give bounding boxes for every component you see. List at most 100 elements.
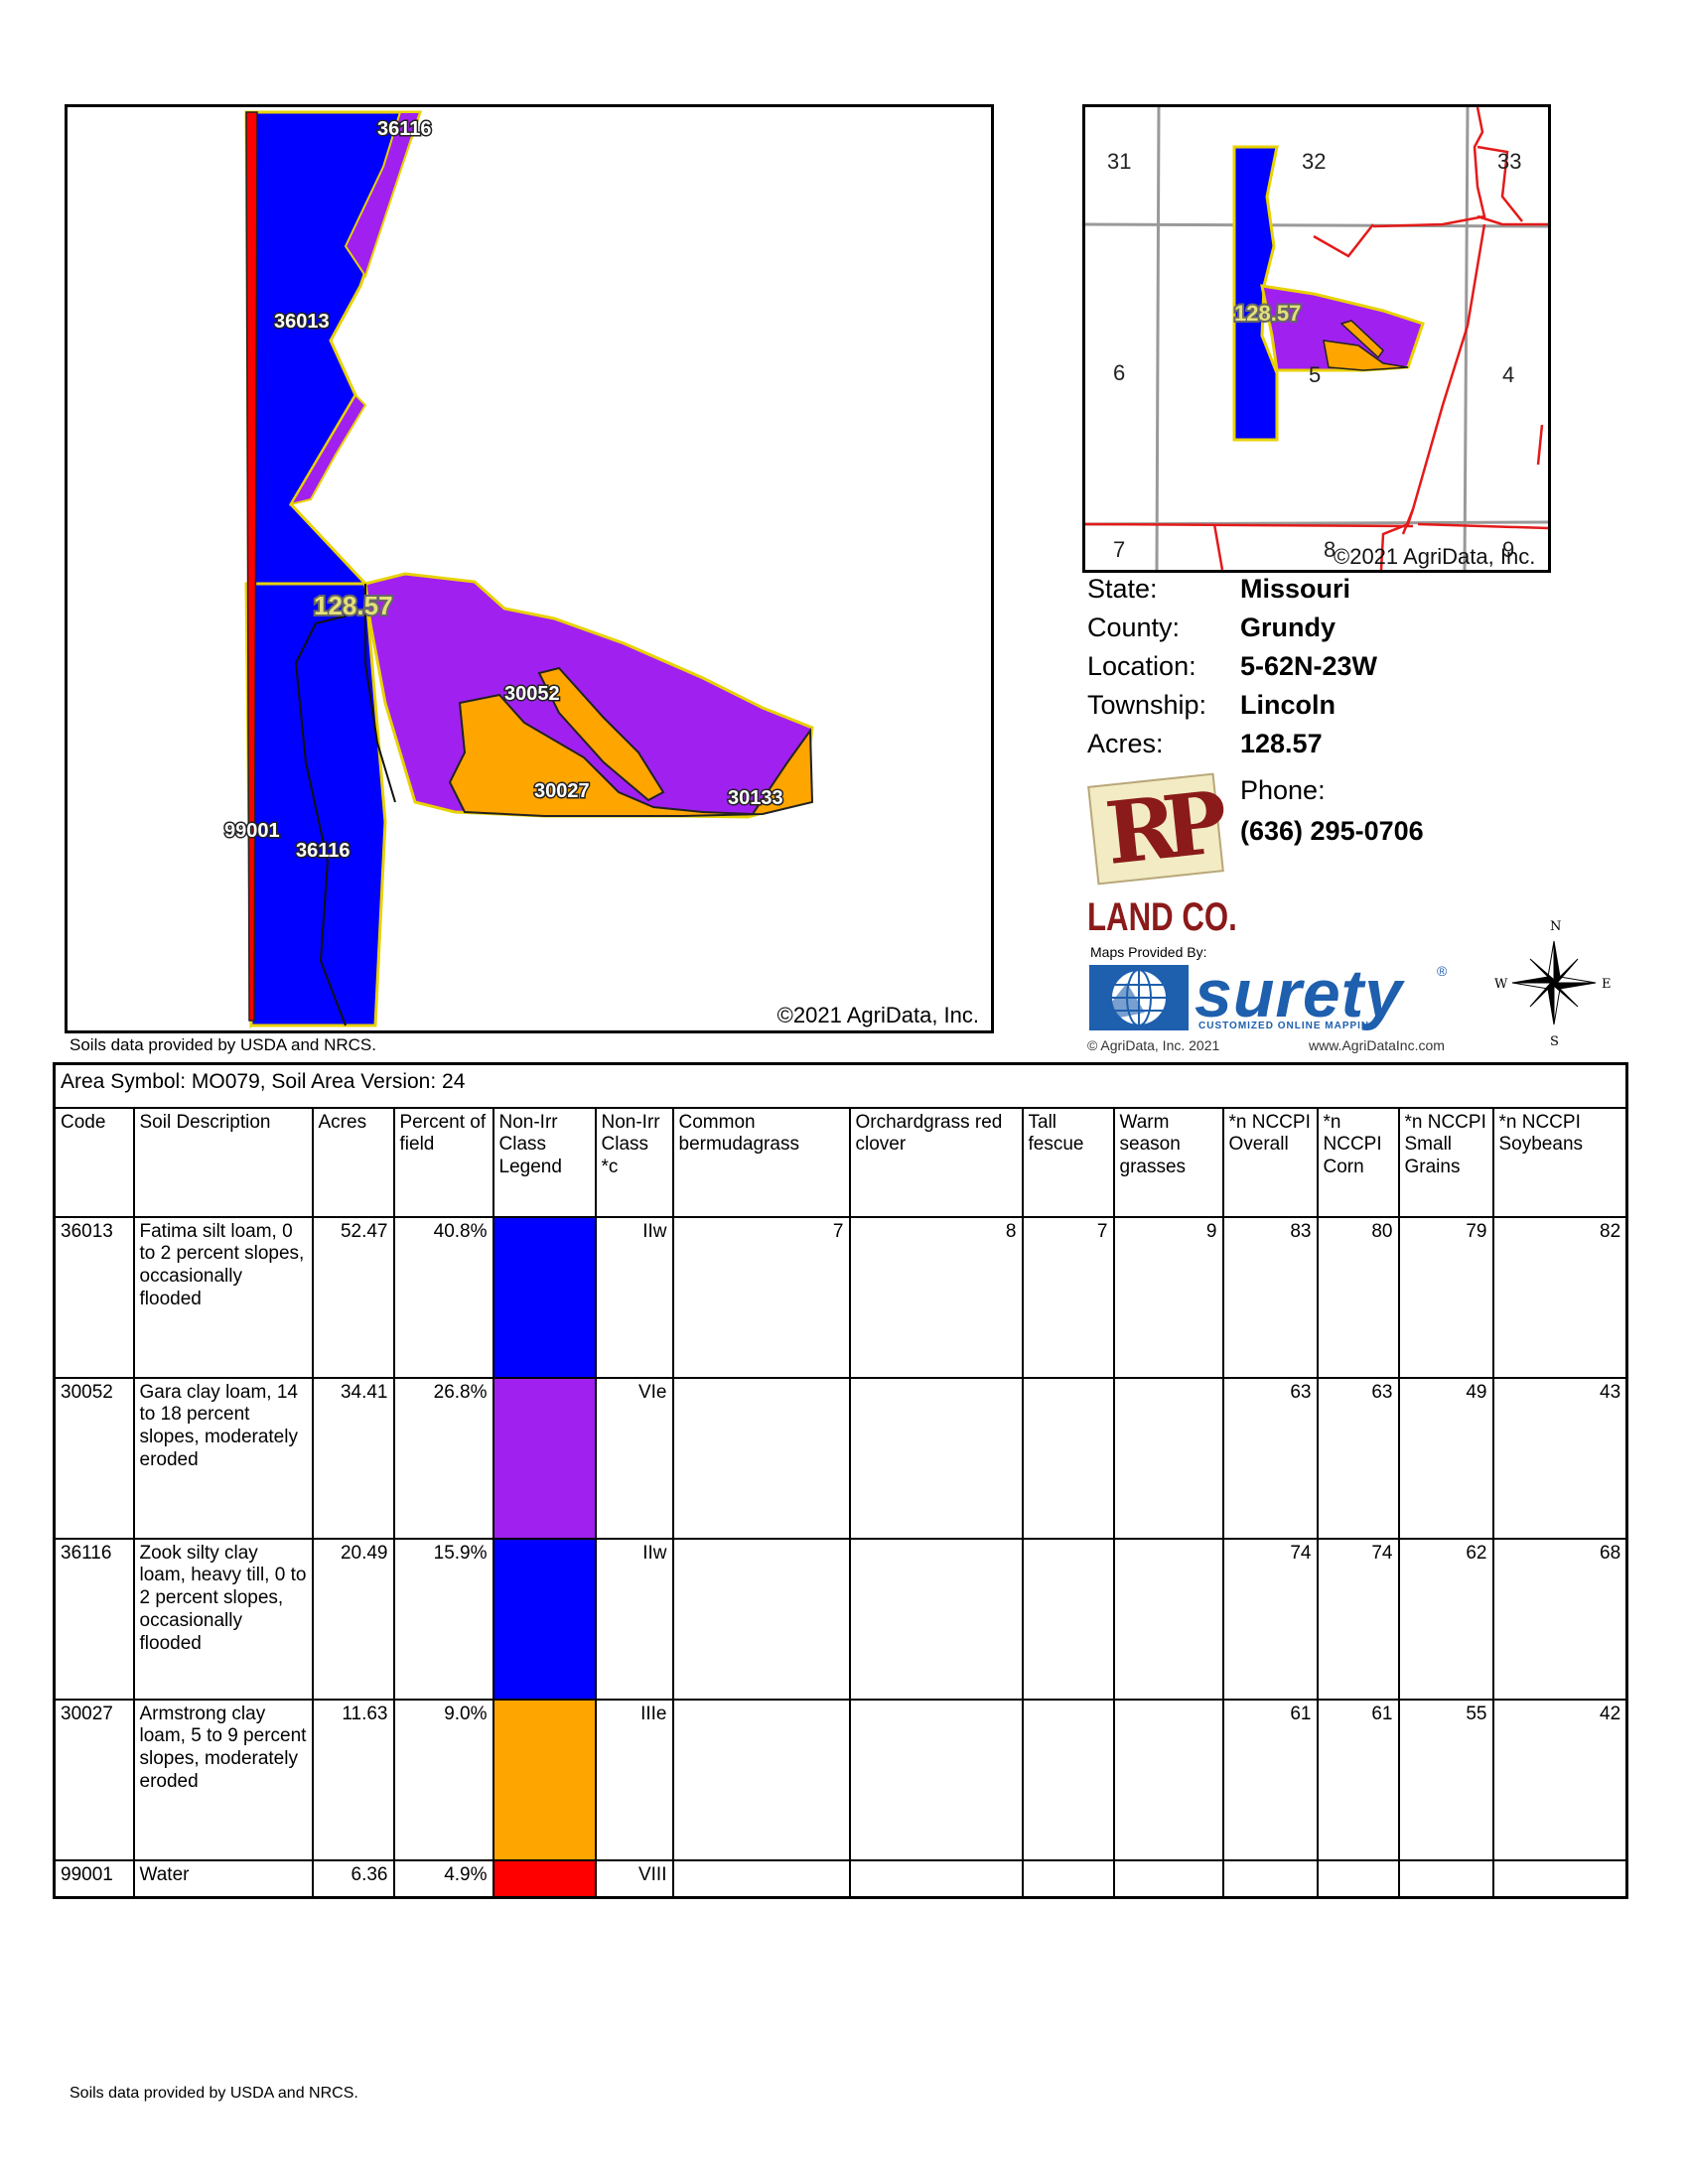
column-header: Non-Irr Class *c	[594, 1106, 674, 1218]
class-legend-swatch	[492, 1698, 597, 1861]
cell-cls: IIw	[594, 1215, 674, 1379]
cell-desc: Gara clay loam, 14 to 18 percent slopes,…	[132, 1376, 314, 1540]
column-header: *n NCCPI Overall	[1221, 1106, 1319, 1218]
cell-orchard	[848, 1376, 1024, 1540]
agridata-url: www.AgriDataInc.com	[1309, 1037, 1445, 1053]
info-value: Lincoln	[1240, 690, 1336, 720]
cell-corn: 80	[1316, 1215, 1400, 1379]
info-value: 128.57	[1240, 729, 1323, 758]
column-header: Code	[53, 1106, 135, 1218]
class-legend-swatch	[492, 1537, 597, 1701]
cell-bermuda: 7	[671, 1215, 851, 1379]
legend-color	[493, 1217, 595, 1377]
cell-soy: 82	[1491, 1215, 1628, 1379]
soil-map-canvas: 128.57 36116 36013 30052 30027 30133 990…	[223, 110, 814, 1029]
globe-icon	[1089, 965, 1189, 1030]
soil-zone-99001	[245, 111, 258, 1022]
cell-soy: 43	[1491, 1376, 1628, 1540]
info-label: County:	[1087, 613, 1181, 642]
rp-logo-letters: RP	[1101, 773, 1219, 885]
soil-zone-30052-upper	[344, 111, 422, 279]
source-note: Soils data provided by USDA and NRCS.	[70, 1035, 376, 1054]
map-copyright: ©2021 AgriData, Inc.	[776, 1003, 979, 1027]
cell-bermuda	[671, 1858, 851, 1899]
rp-logo: RP	[1087, 772, 1224, 886]
cell-grains: 62	[1397, 1537, 1494, 1701]
section-number: 4	[1502, 362, 1514, 387]
section-number: 5	[1309, 362, 1321, 387]
column-header: Non-Irr Class Legend	[492, 1106, 597, 1218]
compass-rose-icon: N S E W	[1494, 918, 1614, 1049]
locator-map-canvas: 31 32 33 6 5 4 7 8 9 128.57 ©2021 AgriDa…	[1085, 107, 1548, 570]
locator-map[interactable]: 31 32 33 6 5 4 7 8 9 128.57 ©2021 AgriDa…	[1082, 104, 1551, 573]
soil-label: 30027	[534, 780, 590, 802]
class-legend-swatch	[492, 1376, 597, 1540]
cell-grains: 49	[1397, 1376, 1494, 1540]
soil-label: 36013	[274, 311, 330, 333]
column-header: Orchardgrass red clover	[848, 1106, 1024, 1218]
info-label: Acres:	[1087, 729, 1164, 758]
cell-cls: IIw	[594, 1537, 674, 1701]
info-value: Grundy	[1240, 613, 1336, 642]
section-number: 7	[1113, 537, 1125, 562]
agridata-copyright: © AgriData, Inc. 2021	[1087, 1037, 1220, 1053]
table-row: 30052 Gara clay loam, 14 to 18 percent sl…	[53, 1376, 1628, 1540]
class-legend-swatch	[492, 1858, 597, 1899]
cell-pct: 4.9%	[392, 1858, 494, 1899]
roads	[1085, 107, 1548, 570]
cell-desc: Water	[132, 1858, 314, 1899]
column-header: Tall fescue	[1021, 1106, 1115, 1218]
cell-code: 30052	[53, 1376, 135, 1540]
cell-pct: 15.9%	[392, 1537, 494, 1701]
soil-zone-30052-mid	[288, 393, 367, 506]
soil-boundary	[364, 584, 396, 803]
cell-fescue: 7	[1021, 1215, 1115, 1379]
cell-orchard: 8	[848, 1215, 1024, 1379]
column-header: *n NCCPI Small Grains	[1397, 1106, 1494, 1218]
acreage-label: 128.57	[314, 591, 393, 620]
soil-zone-30027	[448, 693, 814, 817]
surety-logo: surety ® CUSTOMIZED ONLINE MAPPING	[1087, 956, 1455, 1032]
soil-label: 30052	[504, 683, 560, 705]
legend-color	[493, 1860, 595, 1896]
cell-soy	[1491, 1858, 1628, 1899]
cell-soy: 42	[1491, 1698, 1628, 1861]
cell-code: 99001	[53, 1858, 135, 1899]
soil-table: Area Symbol: MO079, Soil Area Version: 2…	[53, 1062, 1629, 1899]
cell-desc: Armstrong clay loam, 5 to 9 percent slop…	[132, 1698, 314, 1861]
registered-mark: ®	[1437, 963, 1448, 979]
compass-s: S	[1550, 1034, 1559, 1047]
cell-warm: 9	[1112, 1215, 1224, 1379]
cell-pct: 9.0%	[392, 1698, 494, 1861]
info-label: Phone:	[1240, 775, 1326, 805]
table-row: 30027 Armstrong clay loam, 5 to 9 percent…	[53, 1698, 1628, 1861]
soil-label: 36116	[296, 840, 351, 862]
cell-soy: 68	[1491, 1537, 1628, 1701]
cell-code: 36013	[53, 1215, 135, 1379]
soil-boundary	[294, 613, 356, 1026]
section-number: 9	[1502, 537, 1514, 562]
cell-bermuda	[671, 1698, 851, 1861]
info-value: 5-62N-23W	[1240, 651, 1378, 681]
legend-color	[493, 1539, 595, 1699]
compass-e: E	[1602, 977, 1612, 992]
land-co-wordmark: LAND CO.	[1087, 895, 1237, 939]
cell-warm	[1112, 1537, 1224, 1701]
column-header: Common bermudagrass	[671, 1106, 851, 1218]
info-value: (636) 295-0706	[1240, 816, 1424, 846]
area-symbol: Area Symbol: MO079, Soil Area Version: 2…	[53, 1062, 1628, 1109]
column-header: Percent of field	[392, 1106, 494, 1218]
column-header: Warm season grasses	[1112, 1106, 1224, 1218]
cell-fescue	[1021, 1376, 1115, 1540]
cell-code: 30027	[53, 1698, 135, 1861]
soil-map[interactable]: 128.57 36116 36013 30052 30027 30133 990…	[65, 104, 994, 1033]
cell-orchard	[848, 1858, 1024, 1899]
table-row: 36116 Zook silty clay loam, heavy till, 0…	[53, 1537, 1628, 1701]
cell-corn: 74	[1316, 1537, 1400, 1701]
cell-overall: 74	[1221, 1537, 1319, 1701]
cell-desc: Zook silty clay loam, heavy till, 0 to 2…	[132, 1537, 314, 1701]
cell-fescue	[1021, 1858, 1115, 1899]
cell-overall: 83	[1221, 1215, 1319, 1379]
column-header: *n NCCPI Soybeans	[1491, 1106, 1628, 1218]
legend-color	[493, 1700, 595, 1859]
